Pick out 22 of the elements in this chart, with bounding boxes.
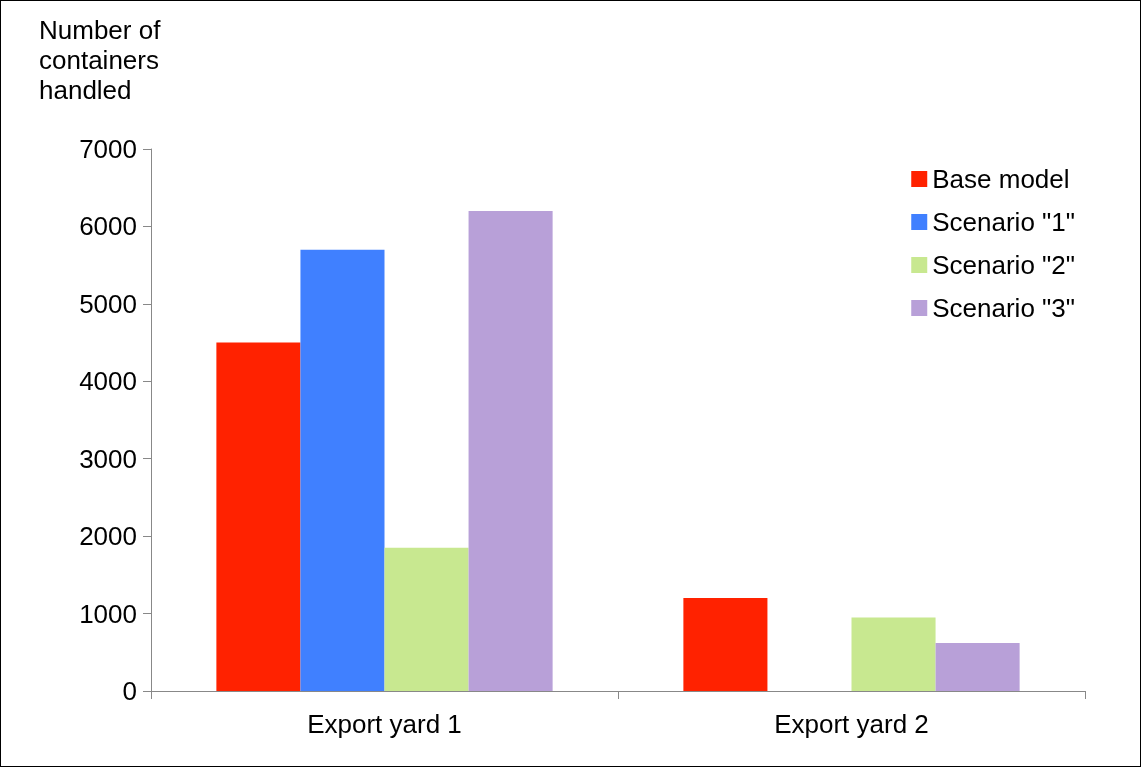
y-axis-title: Number of containers handled xyxy=(39,15,168,105)
y-tick-label: 5000 xyxy=(79,288,137,319)
y-tick-label: 7000 xyxy=(79,134,137,164)
legend-label: Scenario "1" xyxy=(932,207,1076,237)
y-tick-label: 3000 xyxy=(79,443,137,474)
bar xyxy=(935,642,1020,691)
y-tick-label: 4000 xyxy=(79,366,137,397)
y-tick-label: 2000 xyxy=(79,521,137,552)
bar xyxy=(300,249,385,691)
legend-label: Scenario "2" xyxy=(932,250,1076,280)
x-tick-label: Export yard 2 xyxy=(774,709,929,739)
y-tick-label: 1000 xyxy=(79,598,137,629)
bar xyxy=(384,547,469,691)
y-tick-label: 0 xyxy=(122,676,137,706)
bar xyxy=(851,617,936,691)
bar xyxy=(216,342,301,691)
bar xyxy=(683,598,768,691)
x-tick-label: Export yard 1 xyxy=(307,709,462,739)
bar xyxy=(468,210,553,691)
legend-label: Scenario "3" xyxy=(932,293,1076,323)
y-tick-label: 6000 xyxy=(79,211,137,242)
legend-label: Base model xyxy=(932,164,1070,194)
